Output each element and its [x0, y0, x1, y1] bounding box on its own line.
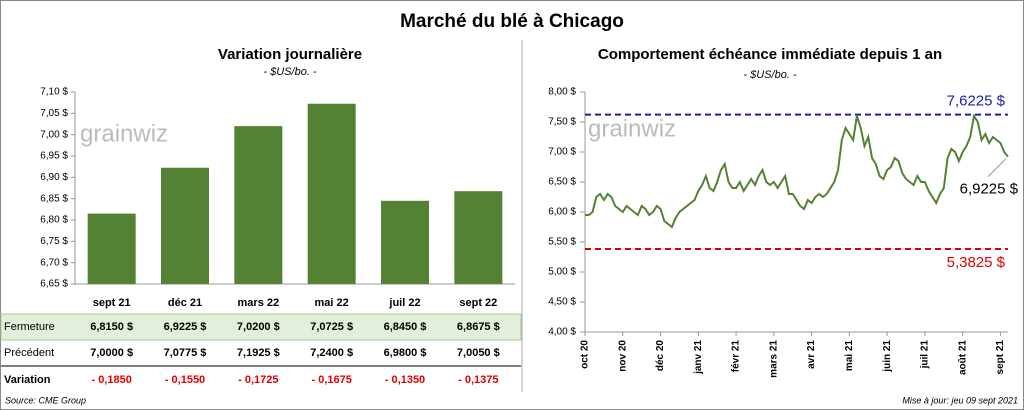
reference-label: 5,3825 $ — [947, 254, 1006, 271]
table-cell: - 0,1350 — [385, 374, 425, 386]
x-tick-label: mars 22 — [238, 297, 280, 309]
table-cell: 7,0000 $ — [90, 347, 133, 359]
table-cell: 6,9225 $ — [164, 321, 207, 333]
x-tick-label: mars 21 — [768, 340, 779, 378]
price-line — [585, 113, 1009, 229]
table-cell: 7,0775 $ — [164, 347, 207, 359]
row-label: Précédent — [4, 347, 54, 359]
y-tick-label: 8,00 $ — [548, 87, 576, 98]
x-tick-label: mai 21 — [844, 340, 855, 372]
table-cell: 7,0050 $ — [457, 347, 500, 359]
x-tick-label: déc 21 — [168, 297, 202, 309]
x-tick-label: déc 20 — [655, 340, 666, 372]
y-tick-label: 4,50 $ — [548, 297, 576, 308]
y-tick-label: 7,10 $ — [40, 87, 68, 98]
table-cell: 6,9800 $ — [384, 347, 427, 359]
x-tick-label: juil 21 — [920, 340, 931, 370]
table-cell: 6,8675 $ — [457, 321, 500, 333]
x-tick-label: mai 22 — [315, 297, 349, 309]
table-cell: - 0,1675 — [311, 374, 351, 386]
y-tick-label: 5,00 $ — [548, 267, 576, 278]
y-tick-label: 6,85 $ — [40, 193, 68, 204]
x-tick-label: sept 21 — [995, 340, 1006, 375]
y-tick-label: 6,75 $ — [40, 236, 68, 247]
x-tick-label: juin 21 — [882, 340, 893, 373]
row-label: Variation — [4, 374, 51, 386]
y-tick-label: 6,00 $ — [548, 207, 576, 218]
chart-title: Comportement échéance immédiate depuis 1… — [598, 46, 942, 63]
page-title: Marché du blé à Chicago — [400, 11, 624, 32]
x-tick-label: nov 20 — [617, 340, 628, 372]
y-tick-label: 7,05 $ — [40, 108, 68, 119]
annotation-label: 6,9225 $ — [960, 181, 1019, 198]
reference-label: 7,6225 $ — [947, 93, 1006, 110]
x-tick-label: sept 22 — [459, 297, 497, 309]
y-tick-label: 6,70 $ — [40, 257, 68, 268]
chart-title: Variation journalière — [218, 46, 362, 63]
y-tick-label: 6,50 $ — [548, 177, 576, 188]
bar — [454, 191, 503, 284]
watermark: grainwiz — [80, 120, 168, 147]
bar — [87, 213, 136, 284]
chart-subtitle: - $US/bo. - — [743, 69, 797, 81]
x-tick-label: janv 21 — [693, 340, 704, 375]
table-cell: 7,2400 $ — [310, 347, 353, 359]
y-tick-label: 6,95 $ — [40, 151, 68, 162]
table-cell: 6,8450 $ — [384, 321, 427, 333]
table-cell: 7,1925 $ — [237, 347, 280, 359]
y-tick-label: 5,50 $ — [548, 237, 576, 248]
y-tick-label: 6,90 $ — [40, 172, 68, 183]
x-tick-label: avr 21 — [806, 340, 817, 369]
bar — [161, 167, 209, 284]
bar — [381, 200, 429, 284]
y-tick-label: 4,00 $ — [548, 327, 576, 338]
table-cell: - 0,1375 — [458, 374, 498, 386]
bar — [234, 126, 283, 284]
y-tick-label: 6,80 $ — [40, 215, 68, 226]
y-tick-label: 7,00 $ — [548, 147, 576, 158]
table-cell: 7,0200 $ — [237, 321, 280, 333]
table-cell: 7,0725 $ — [310, 321, 353, 333]
table-cell: 6,8150 $ — [90, 321, 133, 333]
row-band — [0, 313, 522, 341]
x-tick-label: févr 21 — [731, 340, 742, 373]
annotation-leader — [987, 158, 1007, 178]
table-cell: - 0,1850 — [91, 374, 131, 386]
watermark: grainwiz — [588, 115, 676, 142]
chart-subtitle: - $US/bo. - — [263, 66, 317, 78]
source: Source: CME Group — [5, 395, 86, 405]
x-tick-label: juil 22 — [388, 297, 420, 309]
x-tick-label: août 21 — [957, 340, 968, 375]
bar — [307, 103, 356, 284]
x-tick-label: oct 20 — [580, 340, 591, 369]
y-tick-label: 7,50 $ — [548, 117, 576, 128]
table-cell: - 0,1550 — [165, 374, 205, 386]
y-tick-label: 6,65 $ — [40, 279, 68, 290]
table-cell: - 0,1725 — [238, 374, 278, 386]
x-tick-label: sept 21 — [93, 297, 131, 309]
row-label: Fermeture — [4, 321, 55, 333]
y-tick-label: 7,00 $ — [40, 129, 68, 140]
updated: Mise à jour: jeu 09 sept 2021 — [902, 395, 1018, 405]
